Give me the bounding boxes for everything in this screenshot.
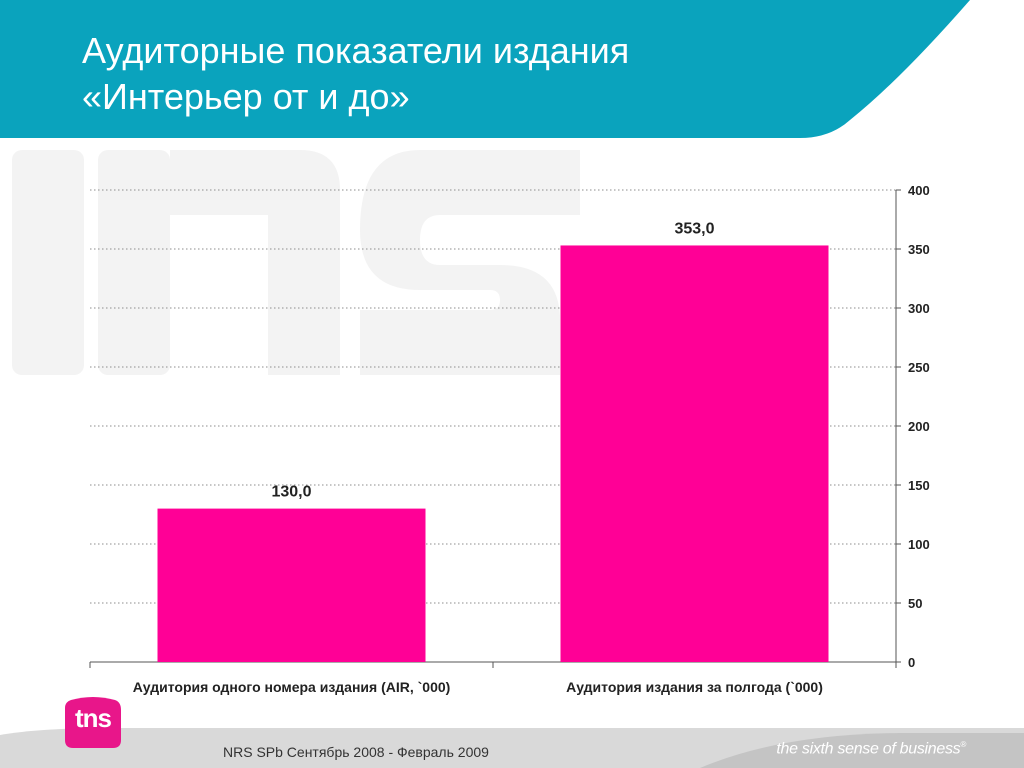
y-tick-label: 300 (908, 301, 930, 316)
x-category-label: Аудитория одного номера издания (AIR, `0… (133, 679, 451, 695)
y-tick-label: 200 (908, 419, 930, 434)
y-tick-label: 50 (908, 596, 922, 611)
title-line-1: Аудиторные показатели издания (82, 30, 630, 71)
tagline-text: the sixth sense of business (776, 740, 961, 758)
header-band (0, 0, 970, 138)
x-category-label: Аудитория издания за полгода (`000) (566, 679, 823, 695)
logo-shape-icon (65, 697, 121, 748)
data-label: 130,0 (271, 484, 311, 501)
y-tick-label: 0 (908, 655, 915, 670)
bar (560, 245, 829, 662)
title-line-2: «Интерьер от и до» (82, 76, 410, 117)
y-tick-label: 400 (908, 183, 930, 198)
data-label: 353,0 (674, 220, 714, 237)
y-tick-label: 350 (908, 242, 930, 257)
watermark-logo (12, 150, 580, 375)
y-tick-label: 150 (908, 478, 930, 493)
footer-band-dark (700, 733, 1024, 768)
bar (157, 508, 426, 662)
tagline: the sixth sense of business® (776, 740, 966, 758)
tagline-mark: ® (960, 740, 966, 749)
logo-text: tns (75, 703, 112, 733)
y-tick-label: 250 (908, 360, 930, 375)
tns-logo: tns (63, 694, 123, 750)
footer-source: NRS SPb Сентябрь 2008 - Февраль 2009 (223, 744, 489, 760)
slide-title: Аудиторные показатели издания «Интерьер … (82, 28, 629, 120)
y-tick-label: 100 (908, 537, 930, 552)
